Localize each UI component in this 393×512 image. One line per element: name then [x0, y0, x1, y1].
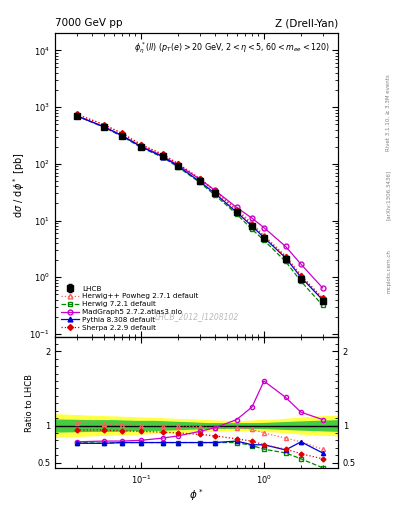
Herwig++ Powheg 2.7.1 default	[197, 175, 202, 181]
Y-axis label: Ratio to LHCB: Ratio to LHCB	[25, 374, 34, 432]
Sherpa 2.2.9 default	[262, 233, 266, 240]
MadGraph5 2.7.2.atlas3 nlo	[119, 133, 124, 139]
Herwig 7.2.1 default	[176, 164, 180, 170]
Sherpa 2.2.9 default	[250, 222, 254, 228]
Text: [arXiv:1306.3436]: [arXiv:1306.3436]	[386, 169, 391, 220]
Sherpa 2.2.9 default	[139, 141, 143, 147]
Pythia 8.308 default	[262, 234, 266, 241]
Herwig 7.2.1 default	[262, 237, 266, 243]
MadGraph5 2.7.2.atlas3 nlo	[250, 215, 254, 221]
Sherpa 2.2.9 default	[283, 253, 288, 260]
Pythia 8.308 default	[119, 133, 124, 139]
Sherpa 2.2.9 default	[74, 111, 79, 117]
Pythia 8.308 default	[283, 255, 288, 261]
Herwig 7.2.1 default	[320, 302, 325, 308]
Sherpa 2.2.9 default	[197, 176, 202, 182]
Herwig 7.2.1 default	[119, 133, 124, 139]
Line: Sherpa 2.2.9 default: Sherpa 2.2.9 default	[75, 112, 325, 300]
Herwig++ Powheg 2.7.1 default	[102, 121, 107, 127]
MadGraph5 2.7.2.atlas3 nlo	[213, 187, 217, 194]
MadGraph5 2.7.2.atlas3 nlo	[160, 153, 165, 159]
MadGraph5 2.7.2.atlas3 nlo	[262, 225, 266, 231]
Herwig++ Powheg 2.7.1 default	[139, 141, 143, 147]
Herwig 7.2.1 default	[299, 278, 303, 284]
Herwig++ Powheg 2.7.1 default	[299, 272, 303, 278]
Pythia 8.308 default	[250, 223, 254, 229]
Pythia 8.308 default	[320, 297, 325, 303]
Herwig++ Powheg 2.7.1 default	[176, 160, 180, 166]
Herwig++ Powheg 2.7.1 default	[213, 187, 217, 194]
Pythia 8.308 default	[176, 163, 180, 169]
Sherpa 2.2.9 default	[176, 161, 180, 167]
Herwig++ Powheg 2.7.1 default	[119, 130, 124, 136]
Sherpa 2.2.9 default	[102, 121, 107, 127]
Sherpa 2.2.9 default	[119, 130, 124, 136]
Herwig 7.2.1 default	[283, 259, 288, 265]
Pythia 8.308 default	[197, 178, 202, 184]
Herwig 7.2.1 default	[139, 144, 143, 151]
MadGraph5 2.7.2.atlas3 nlo	[197, 176, 202, 182]
Herwig++ Powheg 2.7.1 default	[283, 252, 288, 259]
Herwig++ Powheg 2.7.1 default	[74, 111, 79, 117]
X-axis label: $\phi^*$: $\phi^*$	[189, 487, 204, 503]
Line: Pythia 8.308 default: Pythia 8.308 default	[74, 114, 325, 302]
Herwig 7.2.1 default	[160, 154, 165, 160]
Text: LHCB_2012_I1208102: LHCB_2012_I1208102	[154, 312, 239, 322]
Herwig 7.2.1 default	[74, 113, 79, 119]
Text: mcplots.cern.ch: mcplots.cern.ch	[386, 249, 391, 293]
Line: Herwig 7.2.1 default: Herwig 7.2.1 default	[74, 114, 325, 308]
Herwig++ Powheg 2.7.1 default	[234, 206, 239, 212]
Text: Rivet 3.1.10, ≥ 3.3M events: Rivet 3.1.10, ≥ 3.3M events	[386, 74, 391, 151]
Text: 7000 GeV pp: 7000 GeV pp	[55, 18, 123, 28]
MadGraph5 2.7.2.atlas3 nlo	[74, 113, 79, 119]
Pythia 8.308 default	[160, 154, 165, 160]
Herwig 7.2.1 default	[213, 192, 217, 198]
MadGraph5 2.7.2.atlas3 nlo	[102, 124, 107, 130]
Text: Z (Drell-Yan): Z (Drell-Yan)	[275, 18, 338, 28]
MadGraph5 2.7.2.atlas3 nlo	[299, 261, 303, 267]
Sherpa 2.2.9 default	[160, 152, 165, 158]
Herwig 7.2.1 default	[197, 179, 202, 185]
Herwig 7.2.1 default	[102, 124, 107, 131]
Text: $\phi^*_{\eta}(ll)$ ($p_T(e) > 20$ GeV, $2 < \eta < 5$, $60 < m_{ee} < 120$): $\phi^*_{\eta}(ll)$ ($p_T(e) > 20$ GeV, …	[134, 41, 331, 56]
MadGraph5 2.7.2.atlas3 nlo	[320, 285, 325, 291]
Herwig 7.2.1 default	[234, 211, 239, 217]
Sherpa 2.2.9 default	[299, 273, 303, 279]
MadGraph5 2.7.2.atlas3 nlo	[139, 143, 143, 149]
Pythia 8.308 default	[299, 274, 303, 281]
Herwig++ Powheg 2.7.1 default	[250, 220, 254, 226]
Line: Herwig++ Powheg 2.7.1 default: Herwig++ Powheg 2.7.1 default	[74, 112, 325, 301]
Pythia 8.308 default	[74, 113, 79, 119]
MadGraph5 2.7.2.atlas3 nlo	[234, 204, 239, 210]
Sherpa 2.2.9 default	[234, 207, 239, 214]
Legend: LHCB, Herwig++ Powheg 2.7.1 default, Herwig 7.2.1 default, MadGraph5 2.7.2.atlas: LHCB, Herwig++ Powheg 2.7.1 default, Her…	[59, 283, 201, 333]
Sherpa 2.2.9 default	[320, 295, 325, 301]
Pythia 8.308 default	[102, 124, 107, 130]
MadGraph5 2.7.2.atlas3 nlo	[176, 162, 180, 168]
Herwig 7.2.1 default	[250, 226, 254, 232]
Pythia 8.308 default	[139, 144, 143, 150]
Sherpa 2.2.9 default	[213, 188, 217, 194]
Line: MadGraph5 2.7.2.atlas3 nlo: MadGraph5 2.7.2.atlas3 nlo	[74, 114, 325, 290]
Pythia 8.308 default	[234, 209, 239, 216]
MadGraph5 2.7.2.atlas3 nlo	[283, 243, 288, 249]
Herwig++ Powheg 2.7.1 default	[320, 295, 325, 301]
Y-axis label: d$\sigma$ / d$\phi^*$ [pb]: d$\sigma$ / d$\phi^*$ [pb]	[11, 152, 27, 218]
Herwig++ Powheg 2.7.1 default	[160, 151, 165, 157]
Pythia 8.308 default	[213, 190, 217, 197]
Herwig++ Powheg 2.7.1 default	[262, 232, 266, 239]
